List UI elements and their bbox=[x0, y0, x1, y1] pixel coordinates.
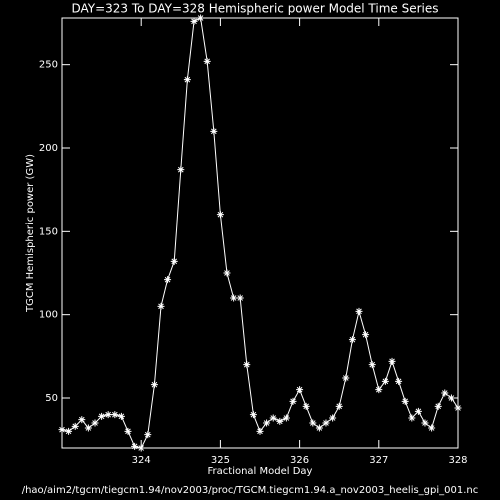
asterisk-marker bbox=[170, 257, 178, 265]
asterisk-marker bbox=[408, 414, 416, 422]
asterisk-marker bbox=[381, 377, 389, 385]
plot-frame bbox=[61, 17, 459, 449]
asterisk-marker bbox=[104, 411, 112, 419]
asterisk-marker bbox=[216, 211, 224, 219]
asterisk-marker bbox=[98, 412, 106, 420]
asterisk-marker bbox=[124, 427, 132, 435]
asterisk-marker bbox=[375, 386, 383, 394]
asterisk-marker bbox=[111, 411, 119, 419]
asterisk-marker bbox=[150, 381, 158, 389]
asterisk-marker bbox=[315, 424, 323, 432]
asterisk-marker bbox=[144, 431, 152, 439]
asterisk-marker bbox=[58, 426, 66, 434]
x-tick-label: 328 bbox=[448, 455, 467, 466]
asterisk-marker bbox=[447, 394, 455, 402]
y-tick-label: 50 bbox=[45, 393, 58, 404]
asterisk-marker bbox=[203, 57, 211, 65]
asterisk-marker bbox=[197, 14, 205, 22]
asterisk-marker bbox=[276, 417, 284, 425]
x-tick-label: 325 bbox=[211, 455, 230, 466]
asterisk-marker bbox=[282, 414, 290, 422]
asterisk-marker bbox=[329, 414, 337, 422]
asterisk-marker bbox=[302, 402, 310, 410]
asterisk-marker bbox=[71, 422, 79, 430]
asterisk-marker bbox=[249, 411, 257, 419]
y-tick-label: 250 bbox=[39, 60, 58, 71]
asterisk-marker bbox=[421, 419, 429, 427]
asterisk-marker bbox=[362, 331, 370, 339]
asterisk-marker bbox=[428, 424, 436, 432]
asterisk-marker bbox=[190, 17, 198, 25]
asterisk-marker bbox=[177, 166, 185, 174]
y-tick-label: 150 bbox=[39, 226, 58, 237]
x-tick-label: 327 bbox=[369, 455, 388, 466]
asterisk-marker bbox=[243, 361, 251, 369]
y-tick-label: 200 bbox=[39, 143, 58, 154]
asterisk-marker bbox=[210, 127, 218, 135]
asterisk-marker bbox=[401, 397, 409, 405]
asterisk-marker bbox=[223, 269, 231, 277]
asterisk-marker bbox=[309, 419, 317, 427]
asterisk-marker bbox=[137, 444, 145, 452]
asterisk-marker bbox=[131, 442, 139, 450]
asterisk-marker bbox=[388, 357, 396, 365]
asterisk-marker bbox=[65, 427, 73, 435]
asterisk-marker bbox=[289, 397, 297, 405]
asterisk-marker bbox=[434, 402, 442, 410]
asterisk-marker bbox=[269, 414, 277, 422]
asterisk-marker bbox=[256, 427, 264, 435]
footer: /hao/aim2/tgcm/tiegcm1.94/nov2003/proc/T… bbox=[22, 485, 479, 496]
chart-title: DAY=323 To DAY=328 Hemispheric power Mod… bbox=[71, 2, 438, 16]
asterisk-marker bbox=[183, 76, 191, 84]
asterisk-marker bbox=[335, 402, 343, 410]
x-axis-label: Fractional Model Day bbox=[208, 466, 313, 477]
y-tick-label: 100 bbox=[39, 310, 58, 321]
asterisk-marker bbox=[441, 389, 449, 397]
asterisk-marker bbox=[322, 419, 330, 427]
y-axis-label: TGCM Hemispheric power (GW) bbox=[25, 154, 36, 313]
asterisk-marker bbox=[230, 294, 238, 302]
x-tick-label: 324 bbox=[132, 455, 151, 466]
asterisk-marker bbox=[91, 419, 99, 427]
asterisk-marker bbox=[348, 336, 356, 344]
asterisk-marker bbox=[263, 419, 271, 427]
asterisk-marker bbox=[78, 416, 86, 424]
asterisk-marker bbox=[84, 424, 92, 432]
asterisk-marker bbox=[117, 412, 125, 420]
asterisk-marker bbox=[296, 386, 304, 394]
asterisk-marker bbox=[236, 294, 244, 302]
asterisk-marker bbox=[414, 407, 422, 415]
asterisk-marker bbox=[368, 361, 376, 369]
asterisk-marker bbox=[164, 276, 172, 284]
asterisk-marker bbox=[157, 302, 165, 310]
asterisk-marker bbox=[355, 307, 363, 315]
x-tick-label: 326 bbox=[290, 455, 309, 466]
asterisk-marker bbox=[454, 404, 462, 412]
asterisk-marker bbox=[342, 374, 350, 382]
asterisk-marker bbox=[395, 377, 403, 385]
